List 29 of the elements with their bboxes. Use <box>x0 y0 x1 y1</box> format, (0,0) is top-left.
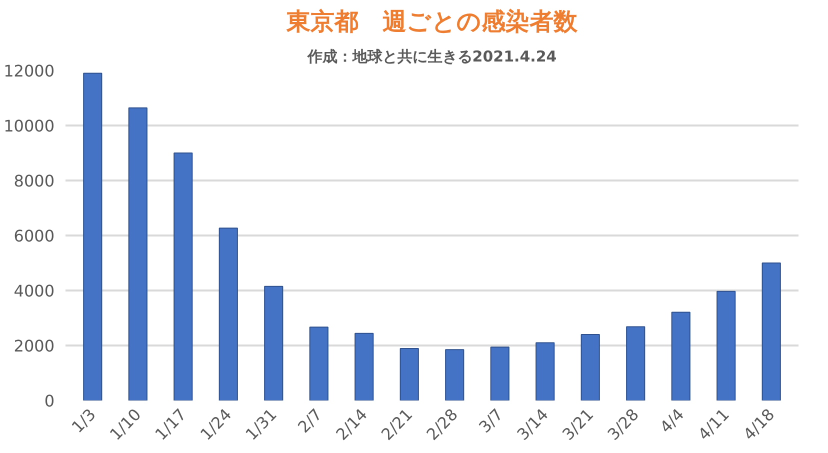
x-tick-label: 2/7 <box>294 404 326 437</box>
x-tick-label: 1/3 <box>68 404 100 437</box>
y-tick-label: 10000 <box>4 116 55 136</box>
bar <box>762 262 781 400</box>
y-tick-label: 0 <box>44 392 55 410</box>
bar <box>354 332 374 400</box>
bar <box>490 346 510 400</box>
y-tick-label: 2000 <box>14 336 54 356</box>
bar <box>445 349 464 400</box>
bar <box>128 107 148 400</box>
bar <box>400 348 419 400</box>
bar <box>671 312 690 400</box>
bar <box>309 326 328 400</box>
chart-subtitle: 作成：地球と共に生きる2021.4.24 <box>306 48 557 66</box>
y-tick-label: 12000 <box>4 62 55 80</box>
bar <box>716 290 736 400</box>
y-tick-label: 4000 <box>14 282 54 300</box>
x-tick-label: 4/4 <box>656 404 688 437</box>
bar <box>264 286 284 400</box>
x-tick-label: 3/7 <box>475 404 507 437</box>
bar <box>580 334 600 400</box>
chart-title: 東京都 週ごとの感染者数 <box>286 8 578 36</box>
bar <box>174 152 193 400</box>
bar <box>626 326 646 400</box>
bar <box>218 228 238 400</box>
y-tick-label: 8000 <box>14 172 54 190</box>
bar <box>536 342 555 400</box>
y-tick-label: 6000 <box>14 226 54 246</box>
bar <box>83 72 102 400</box>
